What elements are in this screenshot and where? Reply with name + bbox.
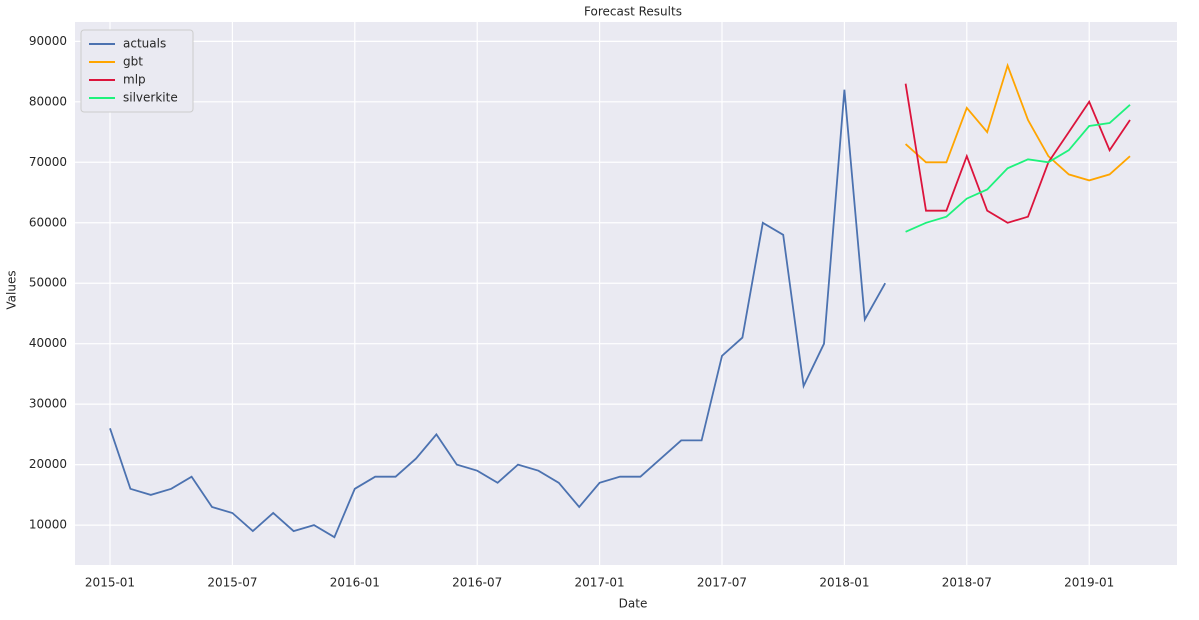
x-tick-label: 2016-01 — [330, 576, 380, 590]
y-tick-label: 10000 — [29, 518, 67, 532]
series-line — [904, 83, 1131, 224]
x-axis-label: Date — [619, 597, 648, 611]
chart-title: Forecast Results — [584, 5, 682, 19]
x-tick-label: 2015-01 — [85, 576, 135, 590]
y-tick-label: 70000 — [29, 155, 67, 169]
legend-box — [80, 29, 194, 113]
legend-label: actuals — [123, 37, 166, 51]
y-tick-label: 80000 — [29, 94, 67, 108]
x-tick-label: 2018-01 — [819, 576, 869, 590]
x-tick-label: 2017-01 — [575, 576, 625, 590]
y-axis-label: Values — [5, 270, 19, 309]
y-tick-label: 30000 — [29, 397, 67, 411]
legend-label: gbt — [123, 55, 143, 69]
y-tick-label: 20000 — [29, 457, 67, 471]
x-tick-label: 2016-07 — [452, 576, 502, 590]
y-tick-label: 60000 — [29, 215, 67, 229]
series-line — [905, 62, 1131, 182]
plot-background — [75, 22, 1177, 565]
x-tick-label: 2015-07 — [207, 576, 257, 590]
legend-label: mlp — [123, 73, 146, 87]
y-tick-label: 40000 — [29, 336, 67, 350]
x-tick-label: 2018-07 — [942, 576, 992, 590]
x-tick-label: 2017-07 — [697, 576, 747, 590]
y-tick-label: 90000 — [29, 34, 67, 48]
series-line — [905, 104, 1131, 233]
legend-label: silverkite — [123, 91, 178, 105]
x-tick-label: 2019-01 — [1064, 576, 1114, 590]
y-tick-label: 50000 — [29, 276, 67, 290]
series-line — [109, 89, 886, 539]
